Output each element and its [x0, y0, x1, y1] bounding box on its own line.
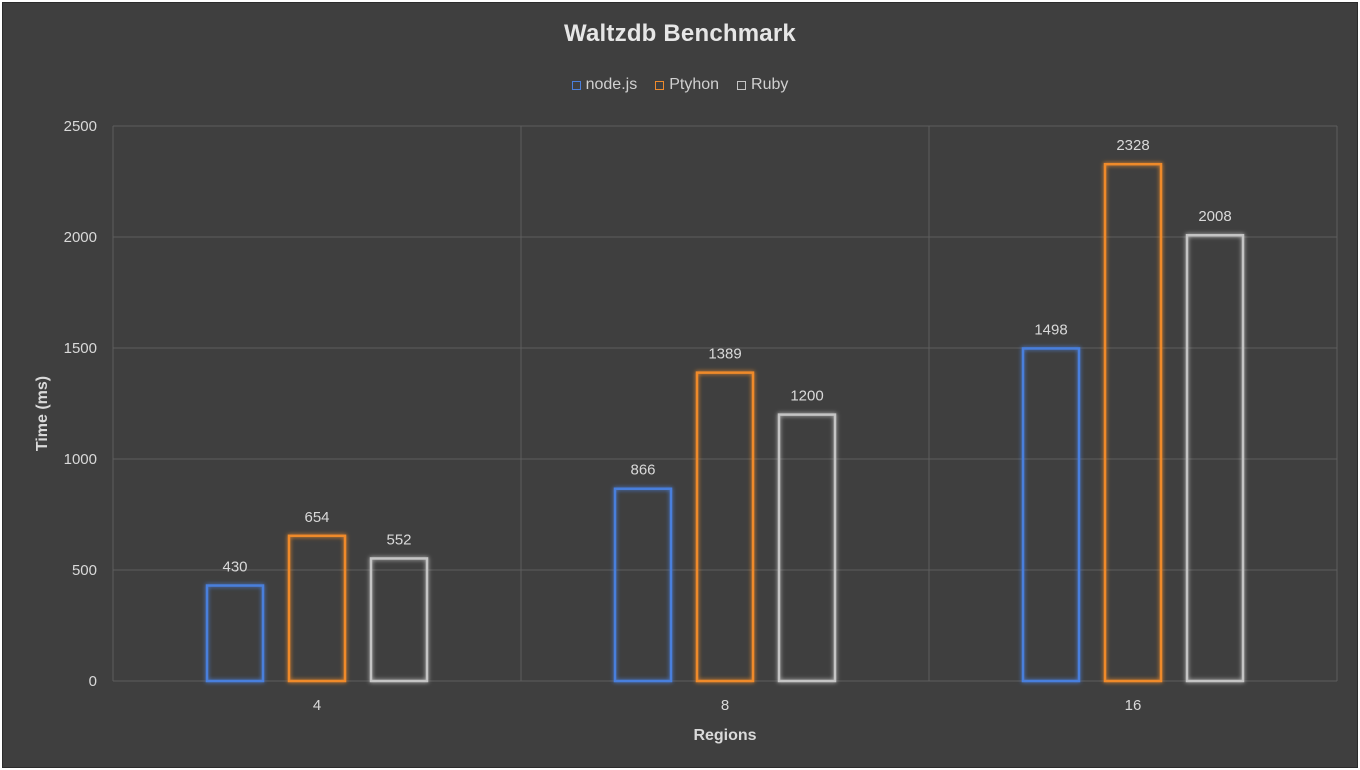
y-tick-label: 1000: [64, 451, 97, 468]
chart-legend: node.js Ptyhon Ruby: [0, 76, 1360, 94]
bar-ptyhon-8: [695, 371, 755, 683]
data-label: 552: [386, 531, 411, 548]
data-label: 430: [222, 559, 247, 576]
data-label: 2328: [1116, 137, 1149, 154]
legend-item-nodejs: node.js: [571, 76, 638, 94]
x-axis-title: Regions: [693, 727, 756, 744]
y-tick-label: 2500: [64, 118, 97, 135]
legend-swatch-python: [655, 80, 665, 90]
y-axis-ticks: 0 500 1000 1500 2000 2500: [64, 118, 97, 690]
y-tick-label: 500: [72, 562, 97, 579]
bar-ptyhon-16: [1103, 162, 1163, 683]
data-label: 1200: [790, 388, 823, 405]
bar-ruby-16: [1185, 233, 1245, 683]
bar-ruby-8: [777, 413, 837, 683]
gridlines: [112, 125, 1338, 682]
bar-ruby-4: [369, 557, 429, 683]
data-label: 866: [630, 462, 655, 479]
bar-nodejs-4: [205, 584, 265, 683]
y-tick-label: 1500: [64, 340, 97, 357]
bar-nodejs-16: [1021, 347, 1081, 683]
data-label: 1498: [1034, 321, 1067, 338]
x-tick-label: 8: [721, 697, 729, 714]
legend-label-nodejs: node.js: [585, 76, 638, 93]
bar-ptyhon-4: [287, 534, 347, 683]
data-labels: 430 654 552 866 1389 1200 1498 2328 2008: [222, 137, 1231, 575]
y-axis-title: Time (ms): [34, 376, 51, 451]
y-tick-label: 2000: [64, 229, 97, 246]
x-tick-label: 16: [1125, 697, 1142, 714]
legend-item-python: Ptyhon: [655, 76, 719, 94]
legend-label-python: Ptyhon: [669, 76, 720, 93]
data-label: 2008: [1198, 208, 1231, 225]
bars: [205, 162, 1245, 683]
data-label: 654: [304, 509, 329, 526]
chart-title: Waltzdb Benchmark: [564, 20, 796, 47]
y-tick-label: 0: [89, 673, 97, 690]
legend-swatch-ruby: [737, 80, 747, 90]
legend-label-ruby: Ruby: [751, 76, 789, 93]
data-label: 1389: [708, 346, 741, 363]
x-axis-ticks: 4 8 16: [313, 697, 1142, 714]
legend-item-ruby: Ruby: [737, 76, 788, 94]
x-tick-label: 4: [313, 697, 321, 714]
bar-nodejs-8: [613, 487, 673, 683]
legend-swatch-nodejs: [571, 80, 581, 90]
